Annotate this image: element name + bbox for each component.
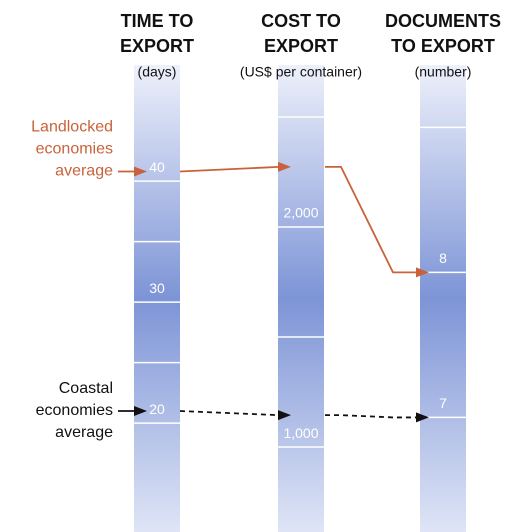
axis-unit: (days) xyxy=(138,64,177,80)
tick-label: 20 xyxy=(149,401,165,417)
scale-column xyxy=(134,65,180,532)
scale-column xyxy=(278,65,324,532)
series-label: average xyxy=(55,163,113,180)
arrowhead xyxy=(416,412,429,423)
axis-title: TO EXPORT xyxy=(391,36,495,56)
series-label: Landlocked xyxy=(31,119,113,136)
series-label: economies xyxy=(36,141,113,158)
arrowhead xyxy=(278,161,291,172)
axis-unit: (number) xyxy=(415,64,472,80)
axis-title: EXPORT xyxy=(264,36,338,56)
axis-title: DOCUMENTS xyxy=(385,11,501,31)
axis-unit: (US$ per container) xyxy=(240,64,362,80)
series-label: average xyxy=(55,424,113,441)
series-label: Coastal xyxy=(59,380,113,397)
tick-label: 30 xyxy=(149,280,165,296)
connector xyxy=(325,414,417,419)
arrowhead xyxy=(416,267,429,278)
arrowhead xyxy=(134,406,147,417)
axis-title: TIME TO xyxy=(121,11,194,31)
arrowhead xyxy=(278,410,291,421)
tick-label: 2,000 xyxy=(283,205,318,221)
series-label: economies xyxy=(36,402,113,419)
axis-title: COST TO xyxy=(261,11,341,31)
connector xyxy=(179,410,280,417)
tick-label: 8 xyxy=(439,250,447,266)
arrowhead xyxy=(134,166,147,177)
scale-column xyxy=(420,65,466,532)
connector xyxy=(179,165,280,173)
tick-label: 40 xyxy=(149,159,165,175)
tick-label: 1,000 xyxy=(283,425,318,441)
axis-title: EXPORT xyxy=(120,36,194,56)
tick-label: 7 xyxy=(439,395,447,411)
connector xyxy=(325,165,417,274)
